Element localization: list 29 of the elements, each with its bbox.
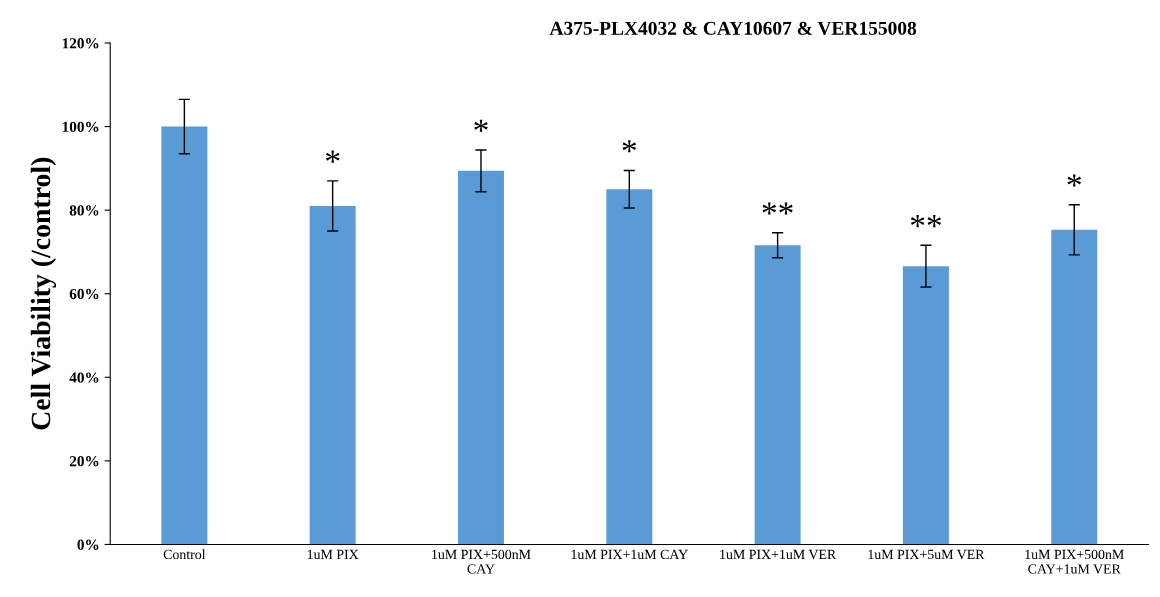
x-tick-label: 1uM PIX+500nM CAY — [432, 549, 531, 574]
annotation: ** — [910, 214, 941, 228]
y-axis-title: Cell Viability (/control) — [30, 157, 57, 430]
x-tick-label: Control — [163, 549, 206, 560]
y-tick-label: 20% — [69, 456, 99, 467]
bar — [606, 189, 653, 545]
chart-title: A375-PLX4032 & CAY10607 & VER155008 — [549, 21, 917, 35]
annotation: * — [622, 140, 637, 153]
bar — [458, 170, 504, 545]
y-tick-label: 120% — [62, 38, 99, 49]
annotation: * — [1067, 174, 1081, 187]
x-tick-label: 1uM PIX+500nM CAY+1uM VER — [1025, 549, 1124, 574]
y-tick-label: 0% — [77, 539, 99, 550]
bar — [902, 266, 949, 545]
bar — [309, 205, 356, 545]
x-tick-label: 1uM PIX+1uM VER — [720, 549, 837, 560]
bar — [161, 126, 208, 545]
x-tick-label: 1uM PIX+1uM CAY — [571, 549, 688, 560]
y-tick-label: 60% — [69, 288, 99, 300]
annotation: ** — [762, 202, 793, 215]
annotation: * — [474, 119, 488, 132]
bar — [754, 245, 801, 545]
x-tick-label: 1uM PIX — [307, 549, 359, 560]
y-tick-label: 40% — [69, 372, 99, 383]
y-tick-label: 80% — [69, 205, 99, 216]
y-tick-label: 100% — [62, 121, 99, 133]
bar — [1051, 229, 1098, 545]
x-tick-label: 1uM PIX+5uM VER — [868, 549, 985, 560]
annotation: * — [325, 150, 340, 163]
